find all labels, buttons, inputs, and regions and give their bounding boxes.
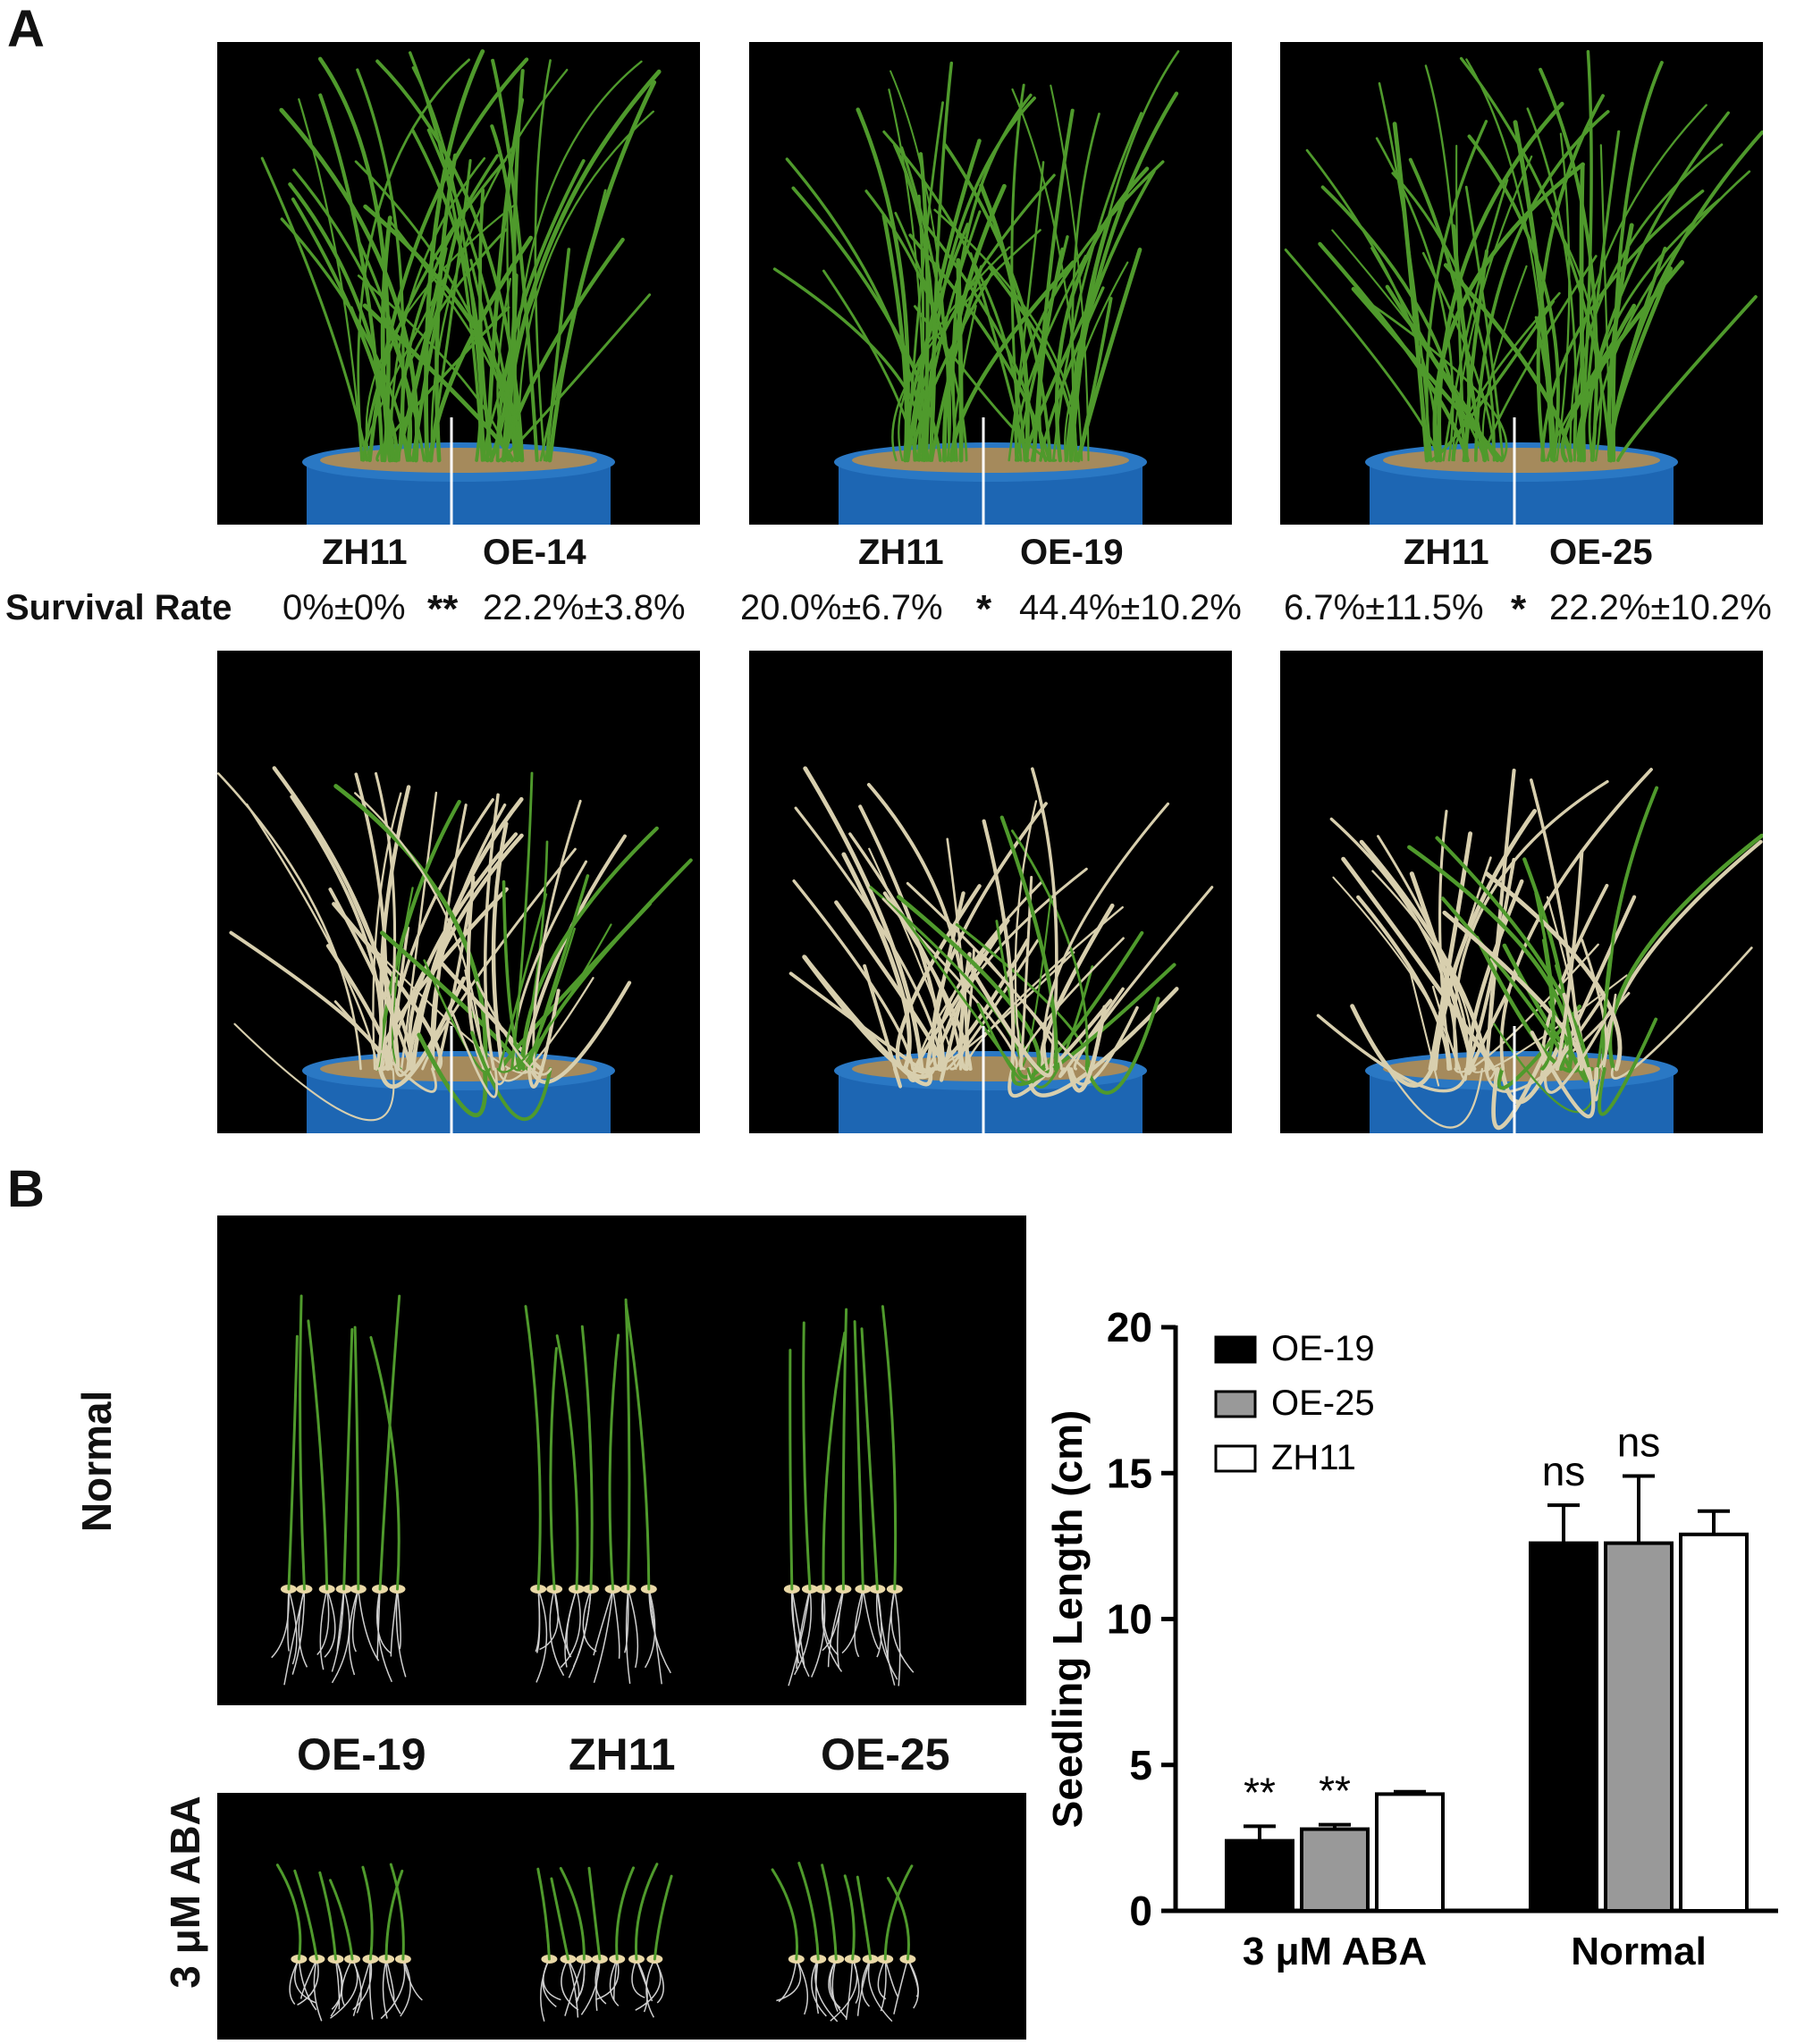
photo-a-after-1-image (217, 766, 693, 1133)
photo-a-before-3 (1280, 42, 1763, 525)
geno-label-control-2: ZH11 (858, 533, 944, 572)
y-tick-label: 20 (1107, 1304, 1152, 1350)
legend-label: ZH11 (1271, 1438, 1356, 1477)
photo-b-normal (217, 1215, 1026, 1705)
legend-label: OE-25 (1271, 1384, 1375, 1423)
bar-ZH11-1 (1679, 1532, 1749, 1913)
survival-rate-line-2: 44.4%±10.2% (1019, 588, 1242, 627)
geno-label-line-3: OE-25 (1549, 533, 1653, 572)
photo-a-after-2 (749, 651, 1232, 1133)
survival-rate-line-1: 22.2%±3.8% (483, 588, 686, 627)
y-tick-label: 15 (1107, 1450, 1152, 1496)
geno-label-control-3: ZH11 (1404, 533, 1489, 572)
geno-label-line-1: OE-14 (483, 533, 586, 572)
x-tick-label: Normal (1571, 1930, 1707, 1973)
photo-b-normal-image (271, 1294, 915, 1687)
row-label-aba: 3 μM ABA (162, 1796, 208, 1989)
seedling-label-1: OE-19 (297, 1729, 426, 1779)
bar-OE-25-0 (1300, 1827, 1370, 1914)
survival-rate-line-3: 22.2%±10.2% (1549, 588, 1772, 627)
photo-a-after-1 (217, 651, 700, 1133)
bar-annotation: ns (1617, 1419, 1661, 1466)
geno-label-control-1: ZH11 (322, 533, 408, 572)
photo-b-aba-image (275, 1862, 919, 2023)
photo-a-before-1-image (260, 49, 662, 525)
legend-swatch (1214, 1335, 1257, 1364)
bar-OE-25-1 (1604, 1541, 1674, 1913)
photo-a-before-3-image (1284, 50, 1763, 525)
seedling-label-2: ZH11 (569, 1729, 676, 1779)
photo-a-before-2 (749, 42, 1232, 525)
photo-a-after-3 (1280, 651, 1763, 1133)
seedling-label-3: OE-25 (821, 1729, 950, 1779)
survival-rate-control-1: 0%±0% (282, 588, 406, 627)
survival-rate-label: Survival Rate (5, 588, 232, 627)
survival-rate-control-2: 20.0%±6.7% (740, 588, 943, 627)
significance-mark-3: * (1511, 587, 1527, 631)
legend-swatch (1214, 1390, 1257, 1418)
bar-annotation: ** (1319, 1768, 1351, 1814)
photo-a-before-2-image (772, 50, 1180, 525)
survival-rate-control-3: 6.7%±11.5% (1284, 588, 1484, 627)
bar-OE-19-0 (1225, 1838, 1294, 1914)
bar-annotation: ns (1542, 1448, 1586, 1494)
significance-mark-2: * (976, 587, 992, 631)
y-tick-label: 5 (1129, 1742, 1152, 1788)
bar-OE-19-1 (1529, 1541, 1598, 1913)
y-tick-label: 0 (1129, 1888, 1152, 1934)
panel-b-letter: B (7, 1160, 45, 1218)
bar-annotation: ** (1244, 1769, 1276, 1815)
photo-a-before-1 (217, 42, 700, 525)
significance-mark-1: ** (427, 587, 459, 631)
geno-label-line-2: OE-19 (1020, 533, 1124, 572)
x-tick-label: 3 μM ABA (1243, 1930, 1427, 1973)
photo-a-after-3-image (1316, 768, 1763, 1133)
bar-ZH11-0 (1375, 1792, 1445, 1914)
row-label-normal: Normal (73, 1390, 120, 1533)
y-axis-label: Seedling Length (cm) (1044, 1410, 1091, 1829)
legend-label: OE-19 (1271, 1329, 1375, 1368)
photo-b-aba (217, 1793, 1026, 2040)
photo-a-after-2-image (788, 766, 1214, 1133)
y-tick-label: 10 (1107, 1596, 1152, 1643)
legend-swatch (1214, 1444, 1257, 1473)
seedling-length-chart: 0 5 10 15 20 Seedling Length (cm) ** ns ** ns 3 μM… (1044, 1304, 1778, 1973)
panel-a-letter: A (7, 0, 45, 58)
